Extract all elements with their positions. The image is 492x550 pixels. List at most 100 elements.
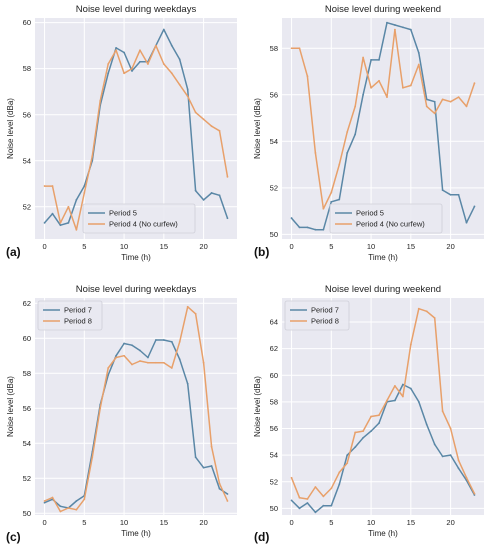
data-point <box>417 63 420 66</box>
data-point <box>346 462 349 464</box>
data-point <box>67 221 70 224</box>
data-point <box>194 189 197 192</box>
y-tick-label: 52 <box>270 477 278 486</box>
data-point <box>449 454 452 456</box>
data-point <box>425 310 428 313</box>
data-point <box>178 358 181 361</box>
legend: Period 5 Period 4 (No curfew) <box>329 203 443 234</box>
data-point <box>139 49 141 52</box>
data-point <box>409 387 412 390</box>
x-tick-label: 0 <box>289 518 293 527</box>
data-point <box>123 342 125 345</box>
x-tick-label: 10 <box>367 242 375 251</box>
data-point <box>43 501 46 504</box>
data-point <box>433 100 436 103</box>
data-point <box>338 163 341 166</box>
data-point <box>457 193 460 196</box>
data-point <box>194 111 197 114</box>
data-point <box>322 495 325 498</box>
data-point <box>290 499 293 502</box>
data-point <box>107 63 110 65</box>
data-point <box>465 221 468 224</box>
x-tick-label: 20 <box>446 518 454 527</box>
y-tick-label: 58 <box>270 44 278 53</box>
chart-title: Noise level during weekdays <box>76 284 197 295</box>
y-axis-label: Noise level (dBa) <box>6 376 15 437</box>
data-point <box>162 63 165 65</box>
data-point <box>43 185 46 187</box>
y-tick-label: 56 <box>23 110 31 119</box>
x-tick-label: 10 <box>120 242 128 251</box>
legend-box <box>82 203 196 234</box>
data-point <box>362 56 365 59</box>
y-tick-label: 56 <box>23 404 31 413</box>
data-point <box>417 400 420 403</box>
series-line-2 <box>44 306 229 513</box>
data-point <box>139 349 141 352</box>
data-point <box>370 430 372 433</box>
data-point <box>226 175 229 178</box>
data-point <box>218 129 221 132</box>
y-tick-label: 58 <box>23 64 31 73</box>
data-point <box>306 226 309 229</box>
data-point <box>290 217 293 219</box>
data-point <box>314 228 317 231</box>
data-point <box>298 226 301 229</box>
data-point <box>425 423 428 426</box>
data-point <box>425 105 428 108</box>
data-point <box>322 228 325 231</box>
data-point <box>226 500 229 502</box>
data-point <box>202 466 205 469</box>
data-point <box>330 487 333 490</box>
data-point <box>298 507 301 510</box>
data-point <box>154 339 157 341</box>
data-point <box>210 465 213 467</box>
series-line-1 <box>290 383 476 514</box>
data-point <box>154 361 157 364</box>
data-point <box>378 422 380 425</box>
data-point <box>346 152 349 154</box>
x-tick-label: 5 <box>329 518 333 527</box>
data-point <box>394 399 396 402</box>
data-point <box>433 317 436 319</box>
panel-letter: (d) <box>254 530 269 544</box>
data-point <box>306 498 309 500</box>
data-point <box>401 86 404 89</box>
data-point <box>186 95 189 98</box>
series-line-1 <box>43 28 229 226</box>
legend-box <box>37 300 103 331</box>
data-point <box>51 212 54 215</box>
data-point <box>362 93 365 96</box>
data-point <box>218 194 221 197</box>
y-tick-label: 60 <box>23 334 31 343</box>
legend-label-2: Period 8 <box>311 317 339 326</box>
data-point <box>394 384 396 387</box>
data-point <box>59 224 62 227</box>
data-point <box>354 133 357 136</box>
panel-2: 0 5 10 15 20 50 52 54 56 58 Noise level during wee… <box>253 4 484 262</box>
data-point <box>465 476 468 479</box>
data-point <box>346 131 349 133</box>
data-point <box>473 205 476 208</box>
legend-label-1: Period 7 <box>311 306 339 315</box>
x-axis-label: Time (h) <box>368 253 398 262</box>
legend-label-2: Period 4 (No curfew) <box>109 220 178 229</box>
data-point <box>298 47 301 50</box>
legend-label-1: Period 5 <box>109 209 137 218</box>
data-point <box>226 493 229 495</box>
data-point <box>162 339 165 341</box>
x-tick-label: 20 <box>199 242 207 251</box>
data-point <box>186 88 189 91</box>
data-point <box>107 374 110 376</box>
data-point <box>362 436 365 439</box>
data-point <box>123 51 125 54</box>
x-tick-label: 15 <box>407 242 415 251</box>
data-point <box>457 459 460 462</box>
data-point <box>170 340 173 343</box>
y-tick-label: 54 <box>270 137 278 146</box>
data-point <box>354 431 357 434</box>
y-tick-label: 54 <box>270 451 278 460</box>
data-point <box>314 511 317 514</box>
y-tick-label: 64 <box>270 318 278 327</box>
chart-title: Noise level during weekend <box>325 4 441 15</box>
